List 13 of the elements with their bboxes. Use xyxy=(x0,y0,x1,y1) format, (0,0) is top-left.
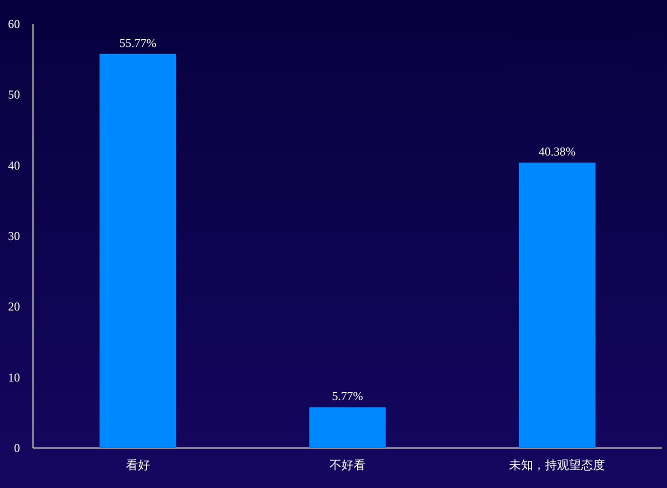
y-tick-label: 50 xyxy=(8,88,20,102)
y-tick-label: 30 xyxy=(8,229,20,243)
data-label: 40.38% xyxy=(538,144,576,159)
y-tick-label: 0 xyxy=(14,441,20,455)
data-label: 5.77% xyxy=(332,389,363,404)
x-tick-label: 看好 xyxy=(126,458,150,472)
x-tick-label: 未知，持观望态度 xyxy=(509,458,606,472)
y-tick-label: 10 xyxy=(8,370,20,384)
y-tick-label: 40 xyxy=(8,158,20,172)
data-label: 55.77% xyxy=(119,36,156,50)
y-tick-label: 20 xyxy=(8,300,20,314)
y-tick-label: 60 xyxy=(8,17,20,31)
x-tick-label: 不好看 xyxy=(330,458,366,472)
